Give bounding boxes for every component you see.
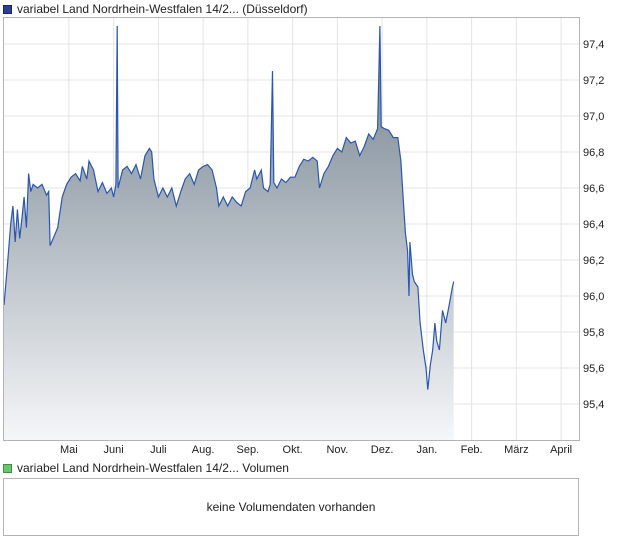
x-tick-label: Juli [150, 444, 167, 456]
x-tick-label: Sep. [237, 444, 260, 456]
y-tick-label: 95,6 [583, 363, 604, 375]
x-tick-label: Dez. [371, 444, 394, 456]
volume-legend: variabel Land Nordrhein-Westfalen 14/2..… [0, 460, 289, 476]
y-tick-label: 97,2 [583, 75, 604, 87]
price-area [4, 26, 454, 440]
y-tick-label: 97,4 [583, 39, 604, 51]
x-tick-label: Aug. [192, 444, 215, 456]
y-tick-label: 96,2 [583, 255, 604, 267]
y-tick-label: 96,8 [583, 147, 604, 159]
x-tick-label: Nov. [326, 444, 348, 456]
y-tick-label: 96,4 [583, 219, 604, 231]
x-tick-label: Jan. [416, 444, 437, 456]
plot-frame [3, 17, 580, 441]
chart-grid [3, 17, 579, 440]
y-tick-label: 95,8 [583, 327, 604, 339]
x-tick-label: April [550, 444, 572, 456]
price-legend-label: variabel Land Nordrhein-Westfalen 14/2..… [17, 2, 308, 16]
price-legend-swatch [3, 4, 12, 14]
volume-legend-swatch [3, 463, 12, 473]
y-axis-ticks: 95,4 95,6 95,8 96,0 96,2 96,4 96,6 96,8 97,0 97,2… [583, 39, 604, 411]
volume-legend-label: variabel Land Nordrhein-Westfalen 14/2..… [17, 461, 289, 475]
volume-panel: keine Volumendaten vorhanden [3, 478, 579, 536]
y-tick-label: 95,4 [583, 399, 604, 411]
y-tick-label: 96,6 [583, 183, 604, 195]
x-axis-ticks: Mai Juni Juli Aug. Sep. Okt. Nov. Dez. Jan. Feb. M… [60, 444, 572, 456]
price-line [3, 25, 455, 390]
volume-empty-message: keine Volumendaten vorhanden [206, 500, 376, 514]
price-legend: variabel Land Nordrhein-Westfalen 14/2..… [0, 1, 308, 17]
y-tick-label: 97,0 [583, 111, 604, 123]
x-tick-label: Juni [104, 444, 124, 456]
y-tick-label: 96,0 [583, 291, 604, 303]
x-tick-label: Okt. [283, 444, 303, 456]
x-tick-label: März [504, 444, 528, 456]
x-tick-label: Feb. [461, 444, 483, 456]
x-tick-label: Mai [60, 444, 78, 456]
price-chart: 95,4 95,6 95,8 96,0 96,2 96,4 96,6 96,8 97,0 97,2… [3, 17, 604, 456]
